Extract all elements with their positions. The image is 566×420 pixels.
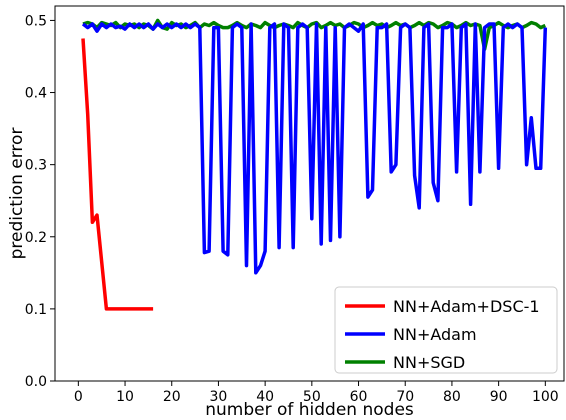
legend-box: [334, 286, 558, 374]
y-tick-label: 0.0: [25, 374, 47, 390]
series-line-nn-adam-dsc-1: [81, 38, 154, 311]
y-tick-label: 0.3: [25, 158, 47, 174]
legend-label: NN+Adam+DSC-1: [393, 297, 540, 316]
plot-area: [54, 5, 565, 382]
x-tick-label: 50: [303, 389, 321, 405]
x-tick-label: 60: [350, 389, 368, 405]
x-tick-label: 0: [74, 389, 83, 405]
legend-label: NN+Adam: [393, 325, 477, 344]
x-axis-label: number of hidden nodes: [205, 400, 414, 420]
y-tick-label: 0.4: [25, 86, 47, 102]
legend-label: NN+SGD: [393, 353, 465, 372]
y-tick-label: 0.2: [25, 230, 47, 246]
series-line-nn-adam: [81, 22, 548, 275]
x-tick-label: 100: [532, 389, 559, 405]
x-tick-label: 80: [443, 389, 461, 405]
x-tick-label: 90: [490, 389, 508, 405]
plot-frame: [54, 5, 565, 382]
series-layer: [81, 18, 548, 311]
x-axis: 0 10 20 30 40 50 60 70 80 90 100: [74, 381, 559, 405]
y-axis-label: prediction error: [7, 128, 27, 260]
y-tick-label: 0.5: [25, 13, 47, 29]
legend: NN+Adam+DSC-1 NN+Adam NN+SGD: [334, 286, 558, 374]
x-tick-label: 10: [116, 389, 134, 405]
x-tick-label: 70: [396, 389, 414, 405]
x-tick-label: 40: [256, 389, 274, 405]
x-tick-label: 30: [210, 389, 228, 405]
x-tick-label: 20: [163, 389, 181, 405]
y-axis: 0.0 0.1 0.2 0.3 0.4 0.5: [25, 13, 55, 390]
y-tick-label: 0.1: [25, 302, 47, 318]
